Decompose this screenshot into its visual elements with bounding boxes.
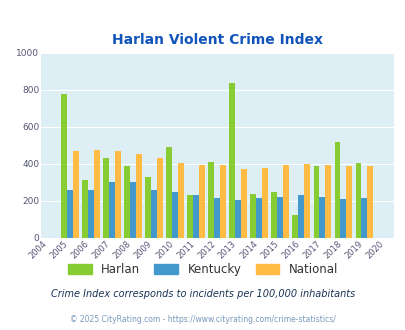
Bar: [67, 189, 73, 238]
Bar: [109, 182, 115, 238]
Bar: [360, 198, 367, 238]
Bar: [292, 214, 298, 238]
Text: Crime Index corresponds to incidents per 100,000 inhabitants: Crime Index corresponds to incidents per…: [51, 289, 354, 299]
Bar: [124, 166, 130, 238]
Legend: Harlan, Kentucky, National: Harlan, Kentucky, National: [63, 258, 342, 281]
Bar: [208, 162, 214, 238]
Bar: [151, 190, 157, 238]
Bar: [334, 142, 339, 238]
Bar: [271, 192, 277, 238]
Bar: [345, 166, 351, 238]
Bar: [145, 177, 151, 238]
Bar: [172, 192, 178, 238]
Bar: [198, 165, 205, 238]
Bar: [367, 166, 372, 238]
Bar: [283, 165, 288, 238]
Bar: [313, 166, 319, 238]
Bar: [339, 199, 345, 238]
Bar: [61, 94, 67, 238]
Bar: [220, 165, 226, 238]
Bar: [193, 195, 198, 238]
Bar: [103, 158, 109, 238]
Bar: [235, 200, 241, 238]
Bar: [250, 194, 256, 238]
Bar: [73, 151, 79, 238]
Bar: [88, 189, 94, 238]
Bar: [130, 182, 136, 238]
Bar: [229, 83, 235, 238]
Bar: [319, 197, 324, 238]
Bar: [355, 163, 360, 238]
Bar: [256, 198, 262, 238]
Bar: [82, 180, 88, 238]
Bar: [214, 198, 220, 238]
Bar: [136, 153, 142, 238]
Bar: [178, 163, 183, 238]
Bar: [262, 168, 267, 238]
Bar: [166, 147, 172, 238]
Bar: [324, 165, 330, 238]
Bar: [94, 150, 100, 238]
Bar: [157, 158, 162, 238]
Bar: [187, 195, 193, 238]
Text: © 2025 CityRating.com - https://www.cityrating.com/crime-statistics/: © 2025 CityRating.com - https://www.city…: [70, 315, 335, 324]
Bar: [303, 164, 309, 238]
Title: Harlan Violent Crime Index: Harlan Violent Crime Index: [111, 33, 322, 48]
Bar: [241, 169, 247, 238]
Bar: [298, 195, 303, 238]
Bar: [115, 151, 121, 238]
Bar: [277, 197, 283, 238]
